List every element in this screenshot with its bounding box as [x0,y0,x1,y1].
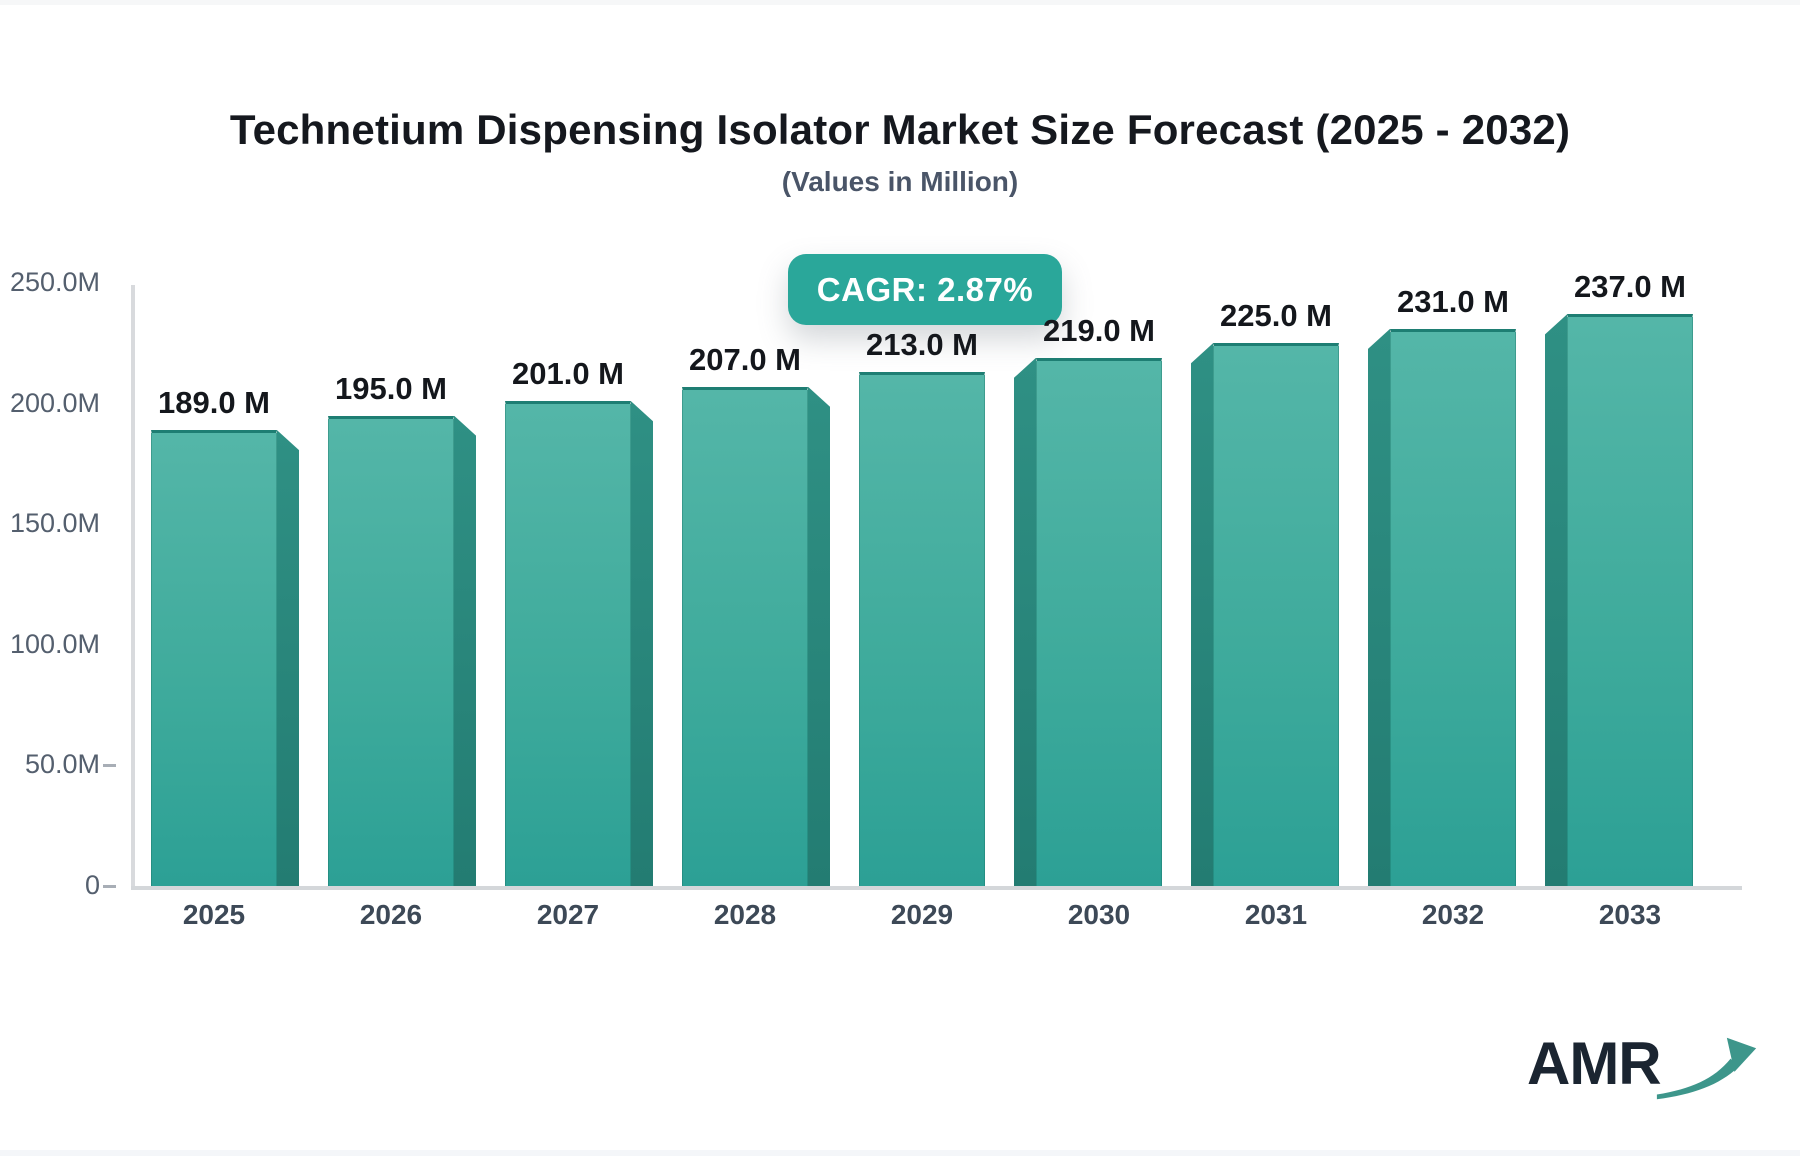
chart-subtitle: (Values in Million) [781,166,1019,197]
bar-value-label: 195.0 M [334,370,447,406]
page-top-border [0,0,1800,5]
page-bottom-border [0,1150,1800,1156]
bar-3d-side-2033 [1545,314,1567,886]
bar-3d-side-2026 [454,415,476,886]
brand-logo: AMR [1527,1032,1759,1104]
y-axis-tick-label: 200.0M [9,387,100,418]
bar-value-label: 225.0 M [1219,298,1332,334]
y-axis-tick-label: 50.0M [24,749,100,780]
y-axis-tick-label: 100.0M [9,628,100,659]
x-axis-category-label: 2033 [1598,899,1662,930]
bar-3d-side-2032 [1368,328,1390,886]
bar-value-label: 189.0 M [157,385,270,421]
y-axis-tick-mark [103,764,116,768]
x-axis-category-label: 2031 [1244,899,1308,930]
bar-2031 [1213,343,1339,886]
bar-value-label: 219.0 M [1042,312,1155,348]
bar-2030 [1036,357,1162,886]
y-axis-tick-label: 250.0M [9,267,100,297]
bar-value-label: 231.0 M [1396,283,1509,319]
y-axis-tick-label: 0 [84,870,100,900]
x-axis-category-label: 2027 [536,899,600,930]
y-axis-tick-label: 150.0M [9,508,100,539]
cagr-badge-label: CAGR: 2.87% [816,270,1034,308]
x-axis-category-label: 2032 [1421,899,1485,930]
brand-logo-text: AMR [1527,1030,1662,1097]
bar-value-label: 237.0 M [1573,269,1686,305]
bar-3d-side-2027 [631,401,653,886]
bar-3d-side-2031 [1191,343,1213,886]
bar-value-label: 207.0 M [688,341,801,377]
bar-2026 [328,415,454,886]
bar-2033 [1567,314,1693,886]
bar-2027 [505,401,631,886]
bar-2025 [151,430,277,886]
x-axis-category-label: 2029 [890,899,954,930]
x-axis-category-label: 2028 [713,899,777,930]
y-axis-line [131,285,135,890]
bar-2032 [1390,328,1516,886]
x-axis-category-label: 2025 [182,899,246,930]
bar-3d-side-2028 [808,386,830,886]
bar-value-label: 201.0 M [511,356,624,392]
x-axis-category-label: 2030 [1067,899,1131,930]
trend-up-arrow-icon [1656,1037,1756,1100]
bar-value-label: 213.0 M [865,327,978,363]
x-axis-category-label: 2026 [359,899,423,930]
bar-2028 [682,386,808,886]
x-axis-baseline [131,886,1742,890]
chart-title: Technetium Dispensing Isolator Market Si… [229,106,1571,153]
bar-2029 [859,372,985,886]
y-axis-tick-mark [103,885,116,888]
bar-3d-side-2025 [277,430,299,886]
cagr-badge: CAGR: 2.87% [788,254,1062,325]
bar-3d-side-2030 [1014,357,1036,886]
